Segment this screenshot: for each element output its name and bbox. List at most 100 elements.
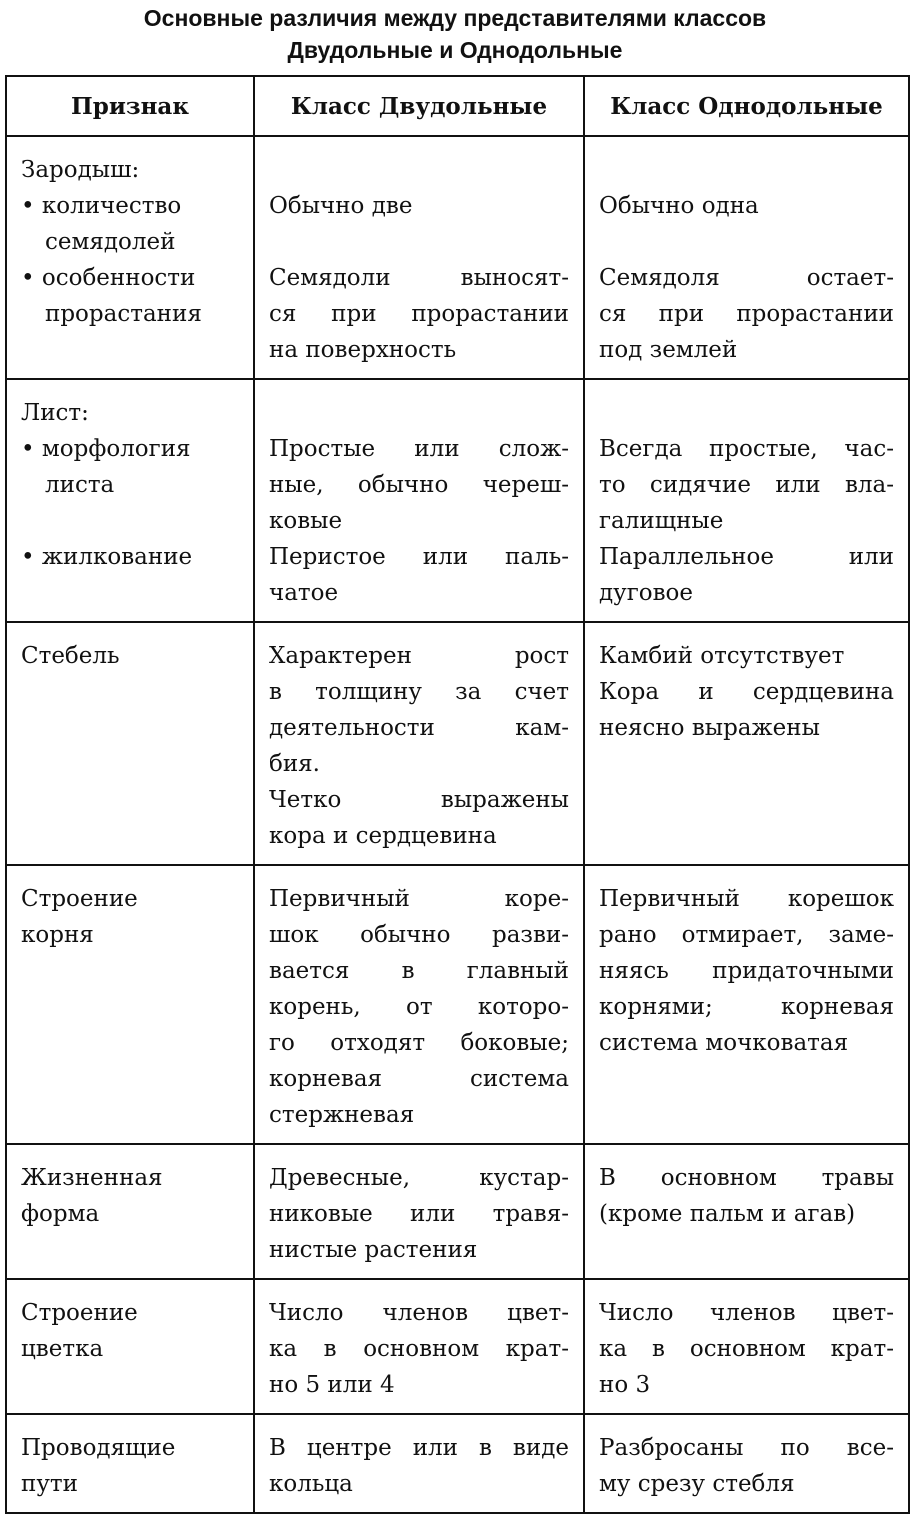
monocots-cell: Число членов цвет-ка в основном крат-но … [583, 1278, 910, 1415]
cell-text-line: кора и сердцевина [269, 823, 497, 849]
table-row: Строение цветка Число членов цвет-ка в осн… [5, 1278, 910, 1415]
cell-text-line: система мочковатая [599, 1030, 849, 1056]
feature-cell: Проводящие пути [5, 1413, 255, 1514]
document-title: Основные различия между представителями … [0, 2, 910, 66]
cell-text-line: Лист: [21, 400, 89, 426]
header-row: Признак Класс Двудольные Класс Однодольн… [5, 75, 910, 137]
cell-text-line: Камбий отсутствует [599, 643, 845, 669]
header-feature: Признак [5, 75, 255, 137]
cell-text-line: бия. [269, 751, 320, 777]
cell-text-line: никовые или травя- [269, 1201, 569, 1227]
cell-text-line: на поверхность [269, 337, 457, 363]
cell-text-line: Первичный коре- [269, 886, 569, 912]
cell-text-line: В основном травы [599, 1165, 894, 1191]
monocots-cell: В основном травы (кроме пальм и агав) [583, 1143, 910, 1280]
cell-text-line: дуговое [599, 580, 693, 606]
feature-cell: Строение корня [5, 864, 255, 1145]
cell-text-line: Четко выражены [269, 787, 569, 813]
cell-text-line: корня [21, 922, 94, 948]
dicots-cell: Древесные, кустар-никовые или травя-нист… [253, 1143, 585, 1280]
cell-text-line: деятельности кам- [269, 715, 569, 741]
title-line-2: Двудольные и Однодольные [287, 37, 623, 63]
cell-text-line: В центре или в виде [269, 1435, 569, 1461]
header-dicots: Класс Двудольные [253, 75, 585, 137]
cell-text-line: • особенности [21, 265, 196, 291]
cell-text-line: ка в основном крат- [269, 1336, 569, 1362]
feature-cell: Стебель [5, 621, 255, 866]
feature-cell: Лист: • морфология листа • жилкование [5, 378, 255, 623]
table-row: Лист: • морфология листа • жилкование Просты… [5, 378, 910, 623]
blank-line [599, 152, 894, 188]
cell-text-line: цветка [21, 1336, 104, 1362]
comparison-table: Признак Класс Двудольные Класс Однодольн… [5, 75, 910, 1514]
cell-text-line: Параллельное или [599, 544, 894, 570]
cell-text-line: нистые растения [269, 1237, 478, 1263]
blank-line [269, 152, 569, 188]
table-row: Строение корня Первичный коре-шок обычно р… [5, 864, 910, 1145]
cell-text-line: рано отмирает, заме- [599, 922, 894, 948]
cell-text-line: ся при прорастании [269, 301, 569, 327]
cell-text-line: неясно выражены [599, 715, 820, 741]
dicots-cell: Простые или слож-ные, обычно череш-ковые… [253, 378, 585, 623]
cell-text-line: ные, обычно череш- [269, 472, 569, 498]
cell-text-line: кольца [269, 1471, 353, 1497]
cell-text-line: Жизненная [21, 1165, 163, 1191]
dicots-cell: В центре или в виде кольца [253, 1413, 585, 1514]
cell-text-line: шок обычно разви- [269, 922, 569, 948]
cell-text-line: • морфология [21, 436, 191, 462]
cell-text-line: но 5 или 4 [269, 1372, 395, 1398]
cell-text-line: ковые [269, 508, 343, 534]
monocots-cell: Камбий отсутствует Кора и сердцевина неясн… [583, 621, 910, 866]
table-row: Зародыш: • количество семядолей • особеннос… [5, 135, 910, 380]
table-row: Жизненная форма Древесные, кустар-никовые … [5, 1143, 910, 1280]
dicots-cell: Обычно две Семядоли выносят-ся при прорас… [253, 135, 585, 380]
dicots-cell: Число членов цвет-ка в основном крат-но … [253, 1278, 585, 1415]
cell-text-line: форма [21, 1201, 100, 1227]
cell-text-line: Разбросаны по все- [599, 1435, 894, 1461]
cell-text-line: то сидячие или вла- [599, 472, 894, 498]
cell-text-line: Зародыш: [21, 157, 140, 183]
cell-text-line: Кора и сердцевина [599, 679, 894, 705]
feature-cell: Строение цветка [5, 1278, 255, 1415]
cell-text-line: Всегда простые, час- [599, 436, 894, 462]
cell-text-line: ся при прорастании [599, 301, 894, 327]
cell-text-line: Характерен рост [269, 643, 569, 669]
feature-cell: Зародыш: • количество семядолей • особеннос… [5, 135, 255, 380]
cell-text-line: корень, от которо- [269, 994, 569, 1020]
cell-text-line: прорастания [45, 301, 202, 327]
table-row: Проводящие пути В центре или в виде кольца Р… [5, 1413, 910, 1514]
dicots-cell: Характерен рост в толщину за счет деятельн… [253, 621, 585, 866]
cell-text-line: • количество [21, 193, 182, 219]
monocots-cell: Обычно одна Семядоля остает-ся при прорас… [583, 135, 910, 380]
cell-text-line: Перистое или паль- [269, 544, 569, 570]
monocots-cell: Разбросаны по все-му срезу стебля [583, 1413, 910, 1514]
monocots-cell: Первичный корешок рано отмирает, заме-няя… [583, 864, 910, 1145]
cell-text-line: корнями; корневая [599, 994, 894, 1020]
cell-text-line: чатое [269, 580, 339, 606]
cell-text-line: Строение [21, 1300, 138, 1326]
cell-text-line: семядолей [45, 229, 176, 255]
blank-line [599, 224, 894, 260]
cell-text-line: Проводящие [21, 1435, 176, 1461]
cell-text-line: Древесные, кустар- [269, 1165, 569, 1191]
cell-text-line: Число членов цвет- [269, 1300, 569, 1326]
cell-text-line: (кроме пальм и агав) [599, 1201, 856, 1227]
cell-text-line: пути [21, 1471, 78, 1497]
cell-text-line: Обычно две [269, 193, 413, 219]
blank-line [599, 395, 894, 431]
cell-text-line: няясь придаточными [599, 958, 894, 984]
cell-text-line: стержневая [269, 1102, 415, 1128]
cell-text-line: вается в главный [269, 958, 569, 984]
cell-text-line: под землей [599, 337, 738, 363]
cell-text-line: корневая система [269, 1066, 569, 1092]
cell-text-line: Первичный корешок [599, 886, 894, 912]
cell-text-line: Простые или слож- [269, 436, 569, 462]
cell-text-line: Стебель [21, 643, 120, 669]
cell-text-line: му срезу стебля [599, 1471, 795, 1497]
title-line-1: Основные различия между представителями … [143, 5, 767, 31]
cell-text-line: ка в основном крат- [599, 1336, 894, 1362]
cell-text-line: но 3 [599, 1372, 651, 1398]
cell-text-line: галищные [599, 508, 724, 534]
table-row: Стебель Характерен рост в толщину за счет д… [5, 621, 910, 866]
blank-line [21, 503, 239, 539]
